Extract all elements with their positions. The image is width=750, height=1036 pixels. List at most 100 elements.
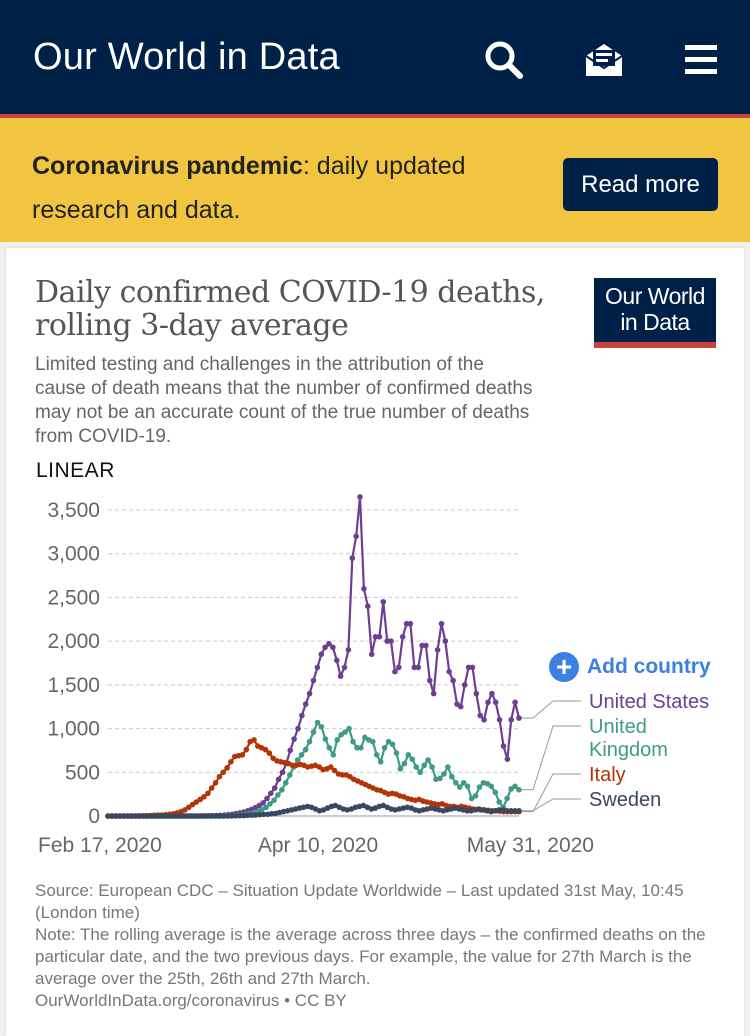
data-point bbox=[117, 813, 123, 819]
data-point bbox=[476, 784, 483, 790]
data-point bbox=[243, 746, 250, 753]
series-line[interactable] bbox=[108, 721, 520, 818]
data-point bbox=[485, 699, 491, 706]
read-more-button[interactable]: Read more bbox=[563, 158, 718, 211]
data-point bbox=[508, 717, 514, 723]
x-tick-label: May 31, 2020 bbox=[467, 834, 594, 857]
legend-label[interactable]: Italy bbox=[589, 764, 626, 786]
data-point bbox=[197, 813, 203, 819]
data-point bbox=[220, 769, 226, 776]
data-point bbox=[310, 729, 317, 735]
y-tick-label: 500 bbox=[65, 761, 100, 784]
legend-label[interactable]: United States bbox=[589, 691, 709, 713]
data-point bbox=[145, 813, 151, 819]
data-point bbox=[415, 664, 422, 671]
data-point bbox=[224, 765, 230, 771]
chart-title: Daily confirmed COVID-19 deaths, rolling… bbox=[35, 275, 545, 343]
data-point bbox=[405, 752, 412, 758]
data-point bbox=[425, 757, 431, 763]
data-point bbox=[334, 657, 340, 664]
data-point bbox=[201, 794, 207, 800]
plus-icon: + bbox=[549, 652, 579, 682]
data-point bbox=[129, 813, 135, 819]
data-point bbox=[173, 813, 179, 819]
data-point bbox=[492, 699, 499, 706]
data-point bbox=[299, 712, 305, 719]
data-point bbox=[306, 738, 313, 745]
data-point bbox=[141, 813, 147, 819]
data-point bbox=[181, 813, 187, 819]
data-point bbox=[442, 638, 449, 644]
data-point bbox=[460, 780, 467, 786]
data-point bbox=[137, 813, 143, 819]
scale-toggle[interactable]: LINEAR bbox=[36, 459, 115, 482]
owid-logo[interactable]: Our World in Data bbox=[594, 278, 716, 348]
data-point bbox=[512, 783, 518, 790]
data-point bbox=[399, 634, 406, 640]
add-country-label: Add country bbox=[587, 655, 711, 678]
legend-label[interactable]: United bbox=[589, 716, 647, 738]
data-point bbox=[464, 783, 471, 790]
data-point bbox=[368, 651, 375, 658]
data-point bbox=[473, 690, 480, 697]
data-point bbox=[407, 620, 414, 627]
legend-connector bbox=[522, 798, 581, 812]
search-icon[interactable] bbox=[482, 38, 526, 82]
data-point bbox=[496, 717, 503, 723]
data-point bbox=[212, 780, 219, 786]
data-point bbox=[365, 603, 371, 609]
data-point bbox=[437, 775, 443, 782]
data-point bbox=[358, 745, 364, 751]
data-point bbox=[389, 741, 396, 748]
source-url[interactable]: OurWorldInData.org/coronavirus • CC BY bbox=[35, 991, 347, 1010]
data-point bbox=[205, 813, 211, 819]
data-point bbox=[294, 757, 301, 763]
data-point bbox=[489, 690, 495, 697]
data-point bbox=[208, 785, 215, 791]
data-point bbox=[472, 793, 479, 799]
data-point bbox=[516, 787, 522, 793]
data-point bbox=[450, 677, 456, 684]
data-point bbox=[239, 752, 246, 758]
data-point bbox=[341, 664, 348, 671]
banner-bold[interactable]: Coronavirus pandemic bbox=[32, 152, 303, 180]
data-point bbox=[438, 620, 445, 627]
data-point bbox=[326, 745, 333, 751]
data-point bbox=[279, 787, 285, 793]
data-point bbox=[504, 808, 510, 814]
legend-label[interactable]: Kingdom bbox=[589, 739, 668, 761]
data-point bbox=[283, 780, 289, 786]
data-point bbox=[193, 813, 199, 819]
data-point bbox=[349, 555, 356, 561]
legend-label[interactable]: Sweden bbox=[589, 789, 661, 811]
data-point bbox=[461, 682, 468, 688]
data-point bbox=[392, 668, 398, 675]
data-point bbox=[445, 764, 451, 770]
data-point bbox=[376, 634, 383, 640]
data-point bbox=[381, 745, 388, 751]
menu-icon[interactable] bbox=[680, 38, 724, 82]
data-point bbox=[125, 813, 131, 819]
data-point bbox=[504, 756, 511, 762]
data-point bbox=[477, 712, 484, 719]
add-country-button[interactable]: + Add country bbox=[549, 650, 711, 684]
data-point bbox=[388, 638, 394, 644]
data-point bbox=[330, 752, 337, 758]
chart-subtitle: Limited testing and challenges in the at… bbox=[35, 354, 533, 447]
data-point bbox=[409, 756, 416, 762]
data-point bbox=[372, 634, 379, 640]
data-point bbox=[500, 743, 507, 749]
site-brand[interactable]: Our World in Data bbox=[33, 36, 340, 78]
y-tick-label: 2,000 bbox=[47, 630, 100, 653]
data-point bbox=[370, 738, 376, 745]
newsletter-icon[interactable] bbox=[582, 38, 626, 82]
data-point bbox=[263, 804, 269, 811]
legend-connector bbox=[522, 700, 581, 719]
data-point bbox=[216, 813, 223, 819]
data-point bbox=[244, 812, 251, 819]
data-point bbox=[361, 585, 367, 592]
y-tick-label: 3,000 bbox=[47, 543, 100, 566]
data-point bbox=[496, 807, 502, 813]
logo-line1: Our World bbox=[605, 283, 705, 309]
data-point bbox=[251, 737, 257, 743]
